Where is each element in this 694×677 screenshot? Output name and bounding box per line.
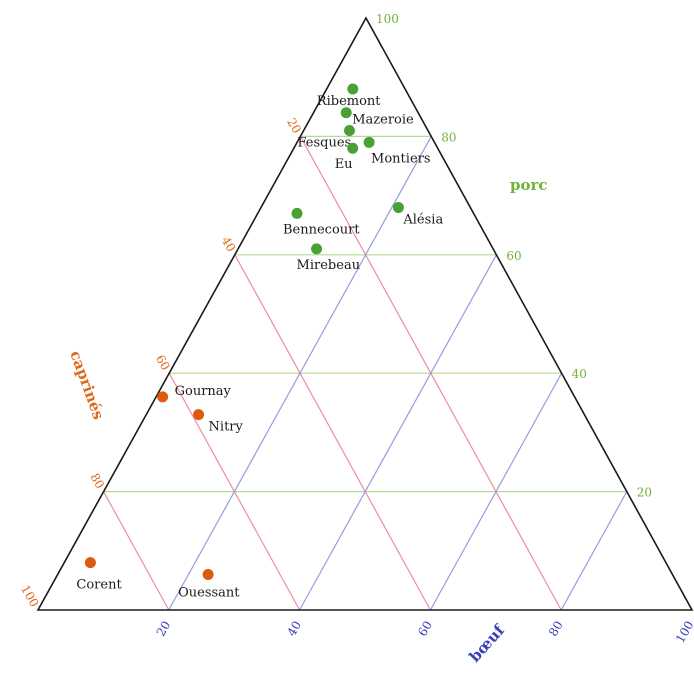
point-ribemont (347, 83, 359, 95)
boeuf-tick-40: 40 (284, 619, 304, 639)
point-mirebeau (311, 243, 323, 255)
caprines-tick-100: 100 (18, 583, 42, 610)
point-nitry (193, 409, 205, 421)
point-bennecourt (291, 207, 303, 219)
caprines-tick-60: 60 (153, 352, 173, 372)
porc-tick-60: 60 (506, 249, 521, 263)
porc-tick-20: 20 (637, 486, 652, 500)
point-mazeroie (340, 107, 352, 119)
caprines-gridline-80 (103, 491, 170, 611)
point-eu (347, 142, 359, 154)
caprines-tick-20: 20 (284, 116, 304, 136)
point-label-ribemont: Ribemont (317, 94, 381, 109)
boeuf-tick-100: 100 (673, 619, 694, 646)
boeuf-gridline-40 (299, 254, 497, 611)
porc-tick-40: 40 (572, 367, 587, 381)
boeuf-tick-80: 80 (546, 619, 566, 639)
point-gournay (157, 391, 169, 403)
point-ouessant (202, 568, 214, 580)
point-label-montiers: Montiers (371, 151, 430, 166)
caprines-tick-80: 80 (87, 471, 107, 491)
point-montiers (363, 136, 375, 148)
point-label-fesques: Fesques (297, 135, 351, 150)
porc-gridlines (103, 135, 627, 493)
boeuf-gridline-80 (560, 491, 628, 611)
point-fesques (343, 124, 355, 136)
porc-tick-100: 100 (376, 12, 399, 26)
boeuf-gridlines (168, 136, 628, 611)
caprines-tick-40: 40 (219, 234, 239, 254)
boeuf-tick-60: 60 (415, 619, 435, 639)
axis-title-boeuf: bœuf (466, 620, 509, 665)
point-corent (84, 557, 96, 569)
point-label-corent: Corent (76, 578, 122, 593)
point-label-mazeroie: Mazeroie (352, 113, 414, 128)
point-label-nitry: Nitry (209, 420, 244, 435)
triangle-frame (36, 16, 694, 611)
boeuf-gridline-20 (168, 136, 432, 611)
point-label-ouessant: Ouessant (178, 585, 240, 600)
point-label-bennecourt: Bennecourt (283, 222, 360, 237)
boeuf-gridline-60 (429, 372, 563, 611)
point-label-alesia: Alésia (402, 212, 443, 227)
point-label-gournay: Gournay (175, 384, 232, 399)
porc-tick-80: 80 (441, 130, 456, 144)
caprines-gridline-40 (234, 254, 431, 611)
axis-title-caprines: caprinés (66, 348, 107, 422)
point-alesia (392, 201, 404, 213)
point-label-eu: Eu (335, 157, 353, 172)
axis-title-porc: porc (510, 176, 548, 194)
boeuf-tick-20: 20 (154, 619, 174, 639)
point-label-mirebeau: Mirebeau (297, 258, 361, 273)
